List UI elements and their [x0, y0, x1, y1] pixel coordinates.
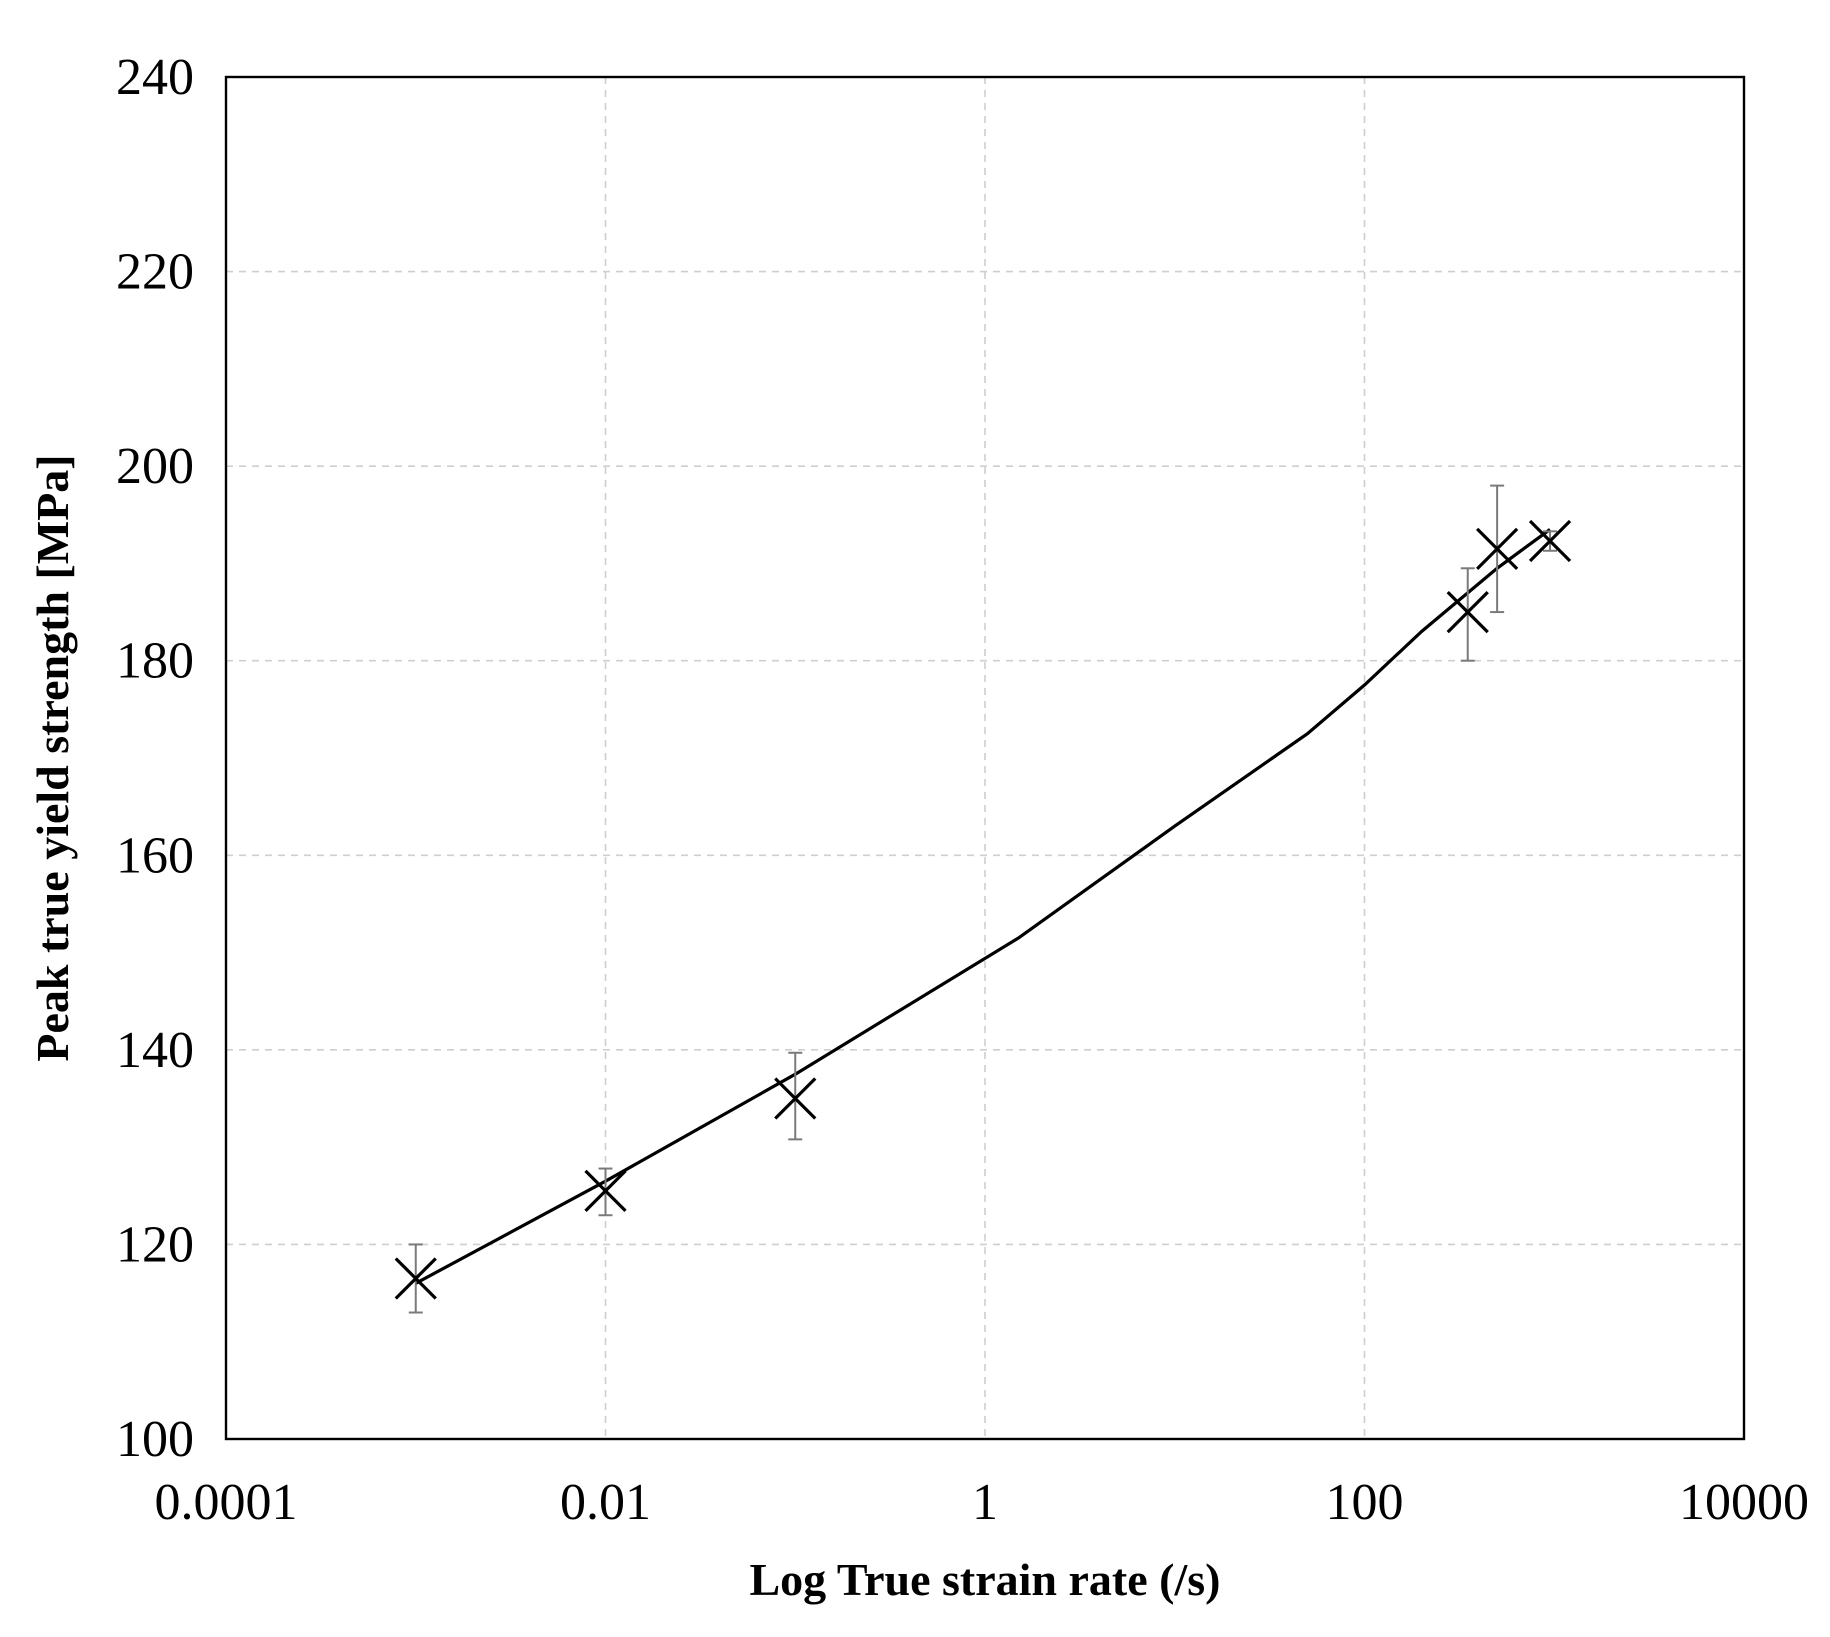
marker-stroke [774, 1077, 817, 1120]
y-tick-label: 160 [116, 827, 194, 884]
marker-stroke [394, 1257, 437, 1300]
y-tick-label: 240 [116, 49, 194, 106]
data-point-marker [584, 1169, 627, 1213]
x-axis-title: Log True strain rate (/s) [749, 1554, 1220, 1605]
y-tick-label: 100 [116, 1411, 194, 1468]
data-point-marker [1475, 527, 1519, 570]
data-point-marker [1446, 590, 1489, 634]
y-tick-label: 140 [116, 1022, 194, 1079]
fit-line-group [415, 528, 1551, 1285]
plot-frame [224, 75, 1746, 1441]
y-tick-label: 180 [116, 633, 194, 690]
data-point-marker [774, 1077, 817, 1120]
y-tick-labels: 100 120 140 160 180 200 220 240 [116, 49, 194, 1468]
y-tick-label: 120 [116, 1216, 194, 1273]
marker-stroke [1446, 590, 1489, 634]
data-markers [394, 519, 1572, 1300]
x-tick-labels: 0.0001 0.01 1 100 10000 [155, 1474, 1810, 1531]
x-tick-label: 1 [972, 1474, 998, 1531]
data-point-marker [1528, 519, 1572, 563]
marker-stroke [584, 1169, 627, 1213]
x-tick-label: 0.01 [560, 1474, 651, 1531]
fit-line [415, 528, 1551, 1285]
x-tick-label: 100 [1326, 1474, 1404, 1531]
y-tick-label: 200 [116, 438, 194, 495]
x-tick-label: 10000 [1679, 1474, 1809, 1531]
y-axis-title: Peak true yield strength [MPa] [27, 454, 78, 1061]
marker-stroke [1528, 519, 1572, 563]
x-tick-label: 0.0001 [155, 1474, 298, 1531]
error-bars [408, 484, 1558, 1314]
data-point-marker [394, 1257, 437, 1300]
y-tick-label: 220 [116, 244, 194, 301]
marker-stroke [1475, 527, 1519, 570]
grid-lines [226, 77, 1744, 1439]
